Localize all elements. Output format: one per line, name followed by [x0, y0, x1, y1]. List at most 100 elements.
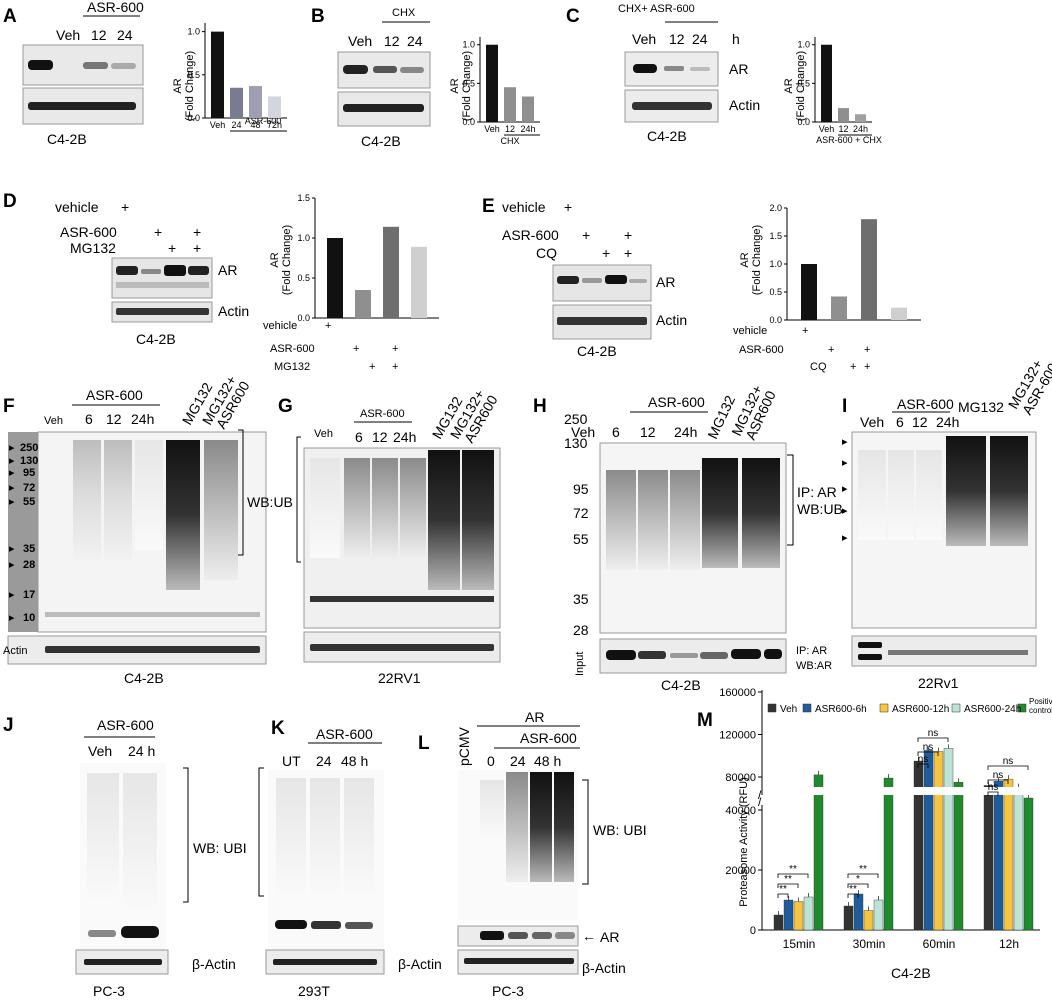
lane-label: Veh [56, 27, 80, 43]
svg-text:+: + [168, 240, 176, 256]
lane-smear [372, 458, 398, 558]
y-tick-label: 0.0 [187, 113, 200, 123]
band [311, 921, 341, 929]
cell-line-label: C4-2B [647, 128, 687, 144]
lane-smear [916, 450, 942, 540]
marker: 10 [23, 612, 35, 624]
legend-label: ASR600-12h [892, 704, 949, 715]
y-axis-label: (Fold Change) [184, 51, 196, 121]
treatment-label: CHX [392, 7, 416, 19]
band [310, 596, 494, 602]
band [373, 66, 397, 73]
lane-smear [166, 440, 200, 590]
bracket [238, 429, 244, 556]
lane-smear [888, 450, 914, 540]
y-axis-label: (Fold Change) [461, 51, 473, 121]
lane-label: 24h [393, 429, 416, 445]
lane-smear [742, 458, 780, 568]
lane-label: 12 [372, 429, 388, 445]
y-tick-label: 1.0 [797, 40, 810, 50]
band [116, 308, 209, 315]
significance-bracket [777, 893, 789, 898]
lane-smear [310, 778, 340, 898]
band [116, 266, 138, 275]
lane-smear [123, 773, 157, 913]
panel-m: M // 0 20000 40000 80000 120000 160000 15min 30m… [697, 687, 1052, 981]
lane-label: 24h [131, 411, 154, 427]
lane-label: 0 [487, 753, 495, 769]
marker: 130 [564, 435, 588, 451]
significance-bracket [777, 883, 799, 888]
panel-label-g: G [278, 396, 293, 417]
panel-label-i: I [842, 396, 847, 417]
legend-swatch [1017, 703, 1027, 713]
panel-e: E vehicle ASR-600 CQ + + + + + AR Actin … [482, 196, 921, 373]
y-axis-label: AR [172, 78, 184, 93]
lane-label: MG132 [958, 399, 1004, 415]
bar [355, 290, 371, 318]
band-label: Actin [3, 645, 27, 657]
lane-label: 24 [407, 33, 423, 49]
band [83, 62, 108, 69]
band [111, 63, 136, 69]
y-axis-label: AR [449, 78, 461, 93]
row-label: CQ [810, 361, 827, 373]
lane-smear [344, 458, 370, 558]
lane-label: 12 [640, 424, 656, 440]
svg-text:+: + [850, 361, 856, 373]
svg-text:▸: ▸ [842, 436, 848, 448]
lane-smear [946, 436, 986, 546]
lane-smear [135, 440, 163, 550]
band [28, 102, 136, 110]
row-label: ASR-600 [502, 227, 559, 243]
panel-d: D vehicle ASR-600 MG132 + + + + + AR Act… [3, 191, 439, 373]
lane-smear [670, 470, 700, 570]
treatment-label: ASR-600 [520, 730, 577, 746]
y-tick-label: 1.5 [769, 231, 782, 241]
svg-text:+: + [154, 224, 162, 240]
lane-smear [344, 778, 374, 898]
marker-arrows: ▸ ▸ ▸ ▸ ▸ [842, 436, 848, 544]
panel-g: G ASR-600 Veh 6 12 24h MG132 MG132+ ASR6… [278, 387, 501, 686]
band [764, 649, 782, 659]
bar [211, 31, 224, 118]
band [400, 67, 424, 73]
marker: 130 [20, 455, 38, 467]
y-tick-label: 0.0 [797, 117, 810, 127]
lane-label: Veh [571, 424, 595, 440]
lane-label: 6 [612, 424, 620, 440]
y-tick-label: 0.0 [462, 117, 475, 127]
marker: 35 [573, 591, 589, 607]
y-tick-label: 0.5 [297, 273, 310, 283]
band [858, 654, 882, 660]
svg-text:▸: ▸ [842, 457, 848, 469]
treatment-label: ASR-600 [648, 394, 705, 410]
wb-label: WB: UBI [193, 840, 247, 856]
lane-label: 6 [355, 429, 363, 445]
cell-line-label: C4-2B [891, 965, 931, 981]
y-tick-label: 0.5 [797, 78, 810, 88]
significance-bracket [987, 779, 1009, 784]
treatment-label: CHX+ ASR-600 [618, 3, 695, 15]
lane-label: 48 h [534, 753, 561, 769]
chart-e: AR (Fold Change) vehicle ASR-600 CQ + + … [733, 203, 921, 373]
row-label: vehicle [263, 320, 297, 332]
significance-bracket [987, 765, 1029, 770]
significance-label: ** [859, 864, 867, 875]
bar [821, 44, 832, 122]
axis-break: / [758, 788, 762, 802]
band [633, 64, 657, 73]
cell-line-label: C4-2B [661, 677, 701, 693]
panel-b: B CHX Veh 12 24 C4-2B AR (Fold Change) C… [311, 6, 540, 149]
blot-ar [111, 257, 213, 299]
svg-text:▸: ▸ [842, 505, 848, 517]
x-tick-label: Veh [210, 120, 226, 130]
band [632, 102, 712, 110]
band [345, 922, 373, 929]
band-label: Actin [729, 97, 760, 113]
group-label: ASR-600 [245, 116, 282, 126]
chart-c: AR (Fold Change) ASR-600 + CHX 0.0 0.5 1.0… [783, 37, 882, 145]
svg-text:+: + [864, 361, 870, 373]
arrow-icon: ← [582, 928, 596, 944]
wb-label: WB: UBI [593, 822, 647, 838]
